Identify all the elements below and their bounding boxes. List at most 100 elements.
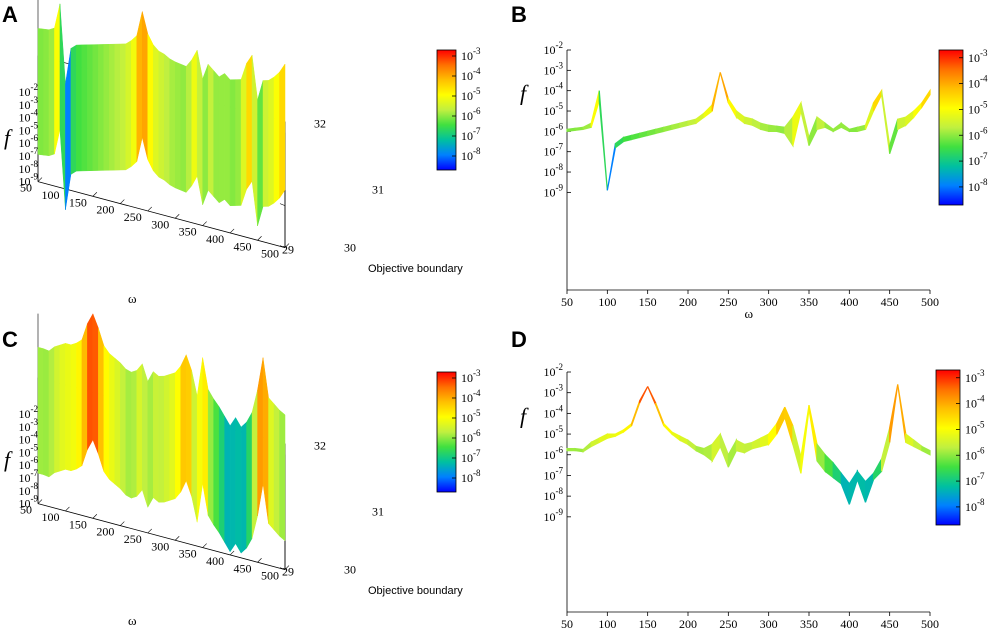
series-segment [582,122,592,131]
surface-patch [109,43,116,171]
series-segment [840,122,850,133]
series-segment [663,422,673,436]
surface-patch [268,396,275,531]
x-tick-label: 150 [639,617,657,630]
x-tick-label: 500 [921,295,939,309]
series-segment [792,100,802,146]
panel-0-colorbar-label: 10-4 [461,66,481,83]
surface-patch [54,3,61,155]
panel-3-colorbar-label: 10-4 [965,394,985,411]
surface-patch [43,28,50,157]
surface-patch [153,44,160,178]
series-segment [792,425,802,474]
series-segment [889,118,899,154]
series-segment [800,405,810,474]
series-segment [800,102,810,146]
x-tick-label: 50 [561,617,573,630]
series-segment [816,115,826,131]
surface-patch [207,63,214,198]
series-segment [606,143,617,191]
y-tick-label: 10-4 [544,81,564,98]
x-tick-label: 500 [261,569,279,583]
surface-patch [70,342,77,472]
z-tick-label: 10-4 [19,108,39,125]
y-tick-label: 10-7 [544,465,564,482]
y-tick-label: 32 [314,439,326,453]
surface-patch [246,54,253,191]
series-segment [880,427,891,472]
axes-2d: 50 100 150 200 250 300 350 400 450 500 10-2 10-3 10-… [520,362,939,630]
panel-2-colorbar-label: 10-5 [461,408,481,425]
series-segment [759,433,770,448]
series-segment [655,126,665,135]
surface-patch [158,375,165,503]
panel-3-colorbar-label: 10-7 [965,471,985,488]
series-segment [663,124,673,133]
series-segment [743,116,754,127]
panel-1-colorbar-label: 10-4 [968,74,988,91]
x-tick-mark [175,536,180,541]
x-tick-label: 50 [561,295,573,309]
surface-patch [59,342,66,472]
x-tick-label: 50 [20,503,32,517]
series-segment [687,118,697,127]
surface-patch [98,328,105,472]
y-axis-title: f [520,81,529,106]
series-segment [864,471,875,503]
surface-patch [202,64,209,205]
series-segment [647,386,657,406]
x-tick-label: 50 [20,181,32,195]
series-segment [848,469,859,505]
panel-3-colorbar-label: 10-3 [965,368,985,385]
surface-patch [147,370,154,509]
surface-patch [87,44,94,172]
series-segment [759,122,770,133]
x-tick-mark [229,550,235,556]
x-tick-label: 400 [840,295,858,309]
surface-patch [279,409,286,542]
x-tick-label: 350 [800,295,818,309]
y-tick-label: 10-6 [544,445,564,462]
panel-3-colorbar-label: 10-6 [965,445,985,462]
y-tick-label: 10-3 [544,383,564,400]
panel-2-colorbar-label: 10-6 [461,428,481,445]
x-axis-title: ω [745,628,754,630]
series-segment [848,126,859,132]
surface-patch [120,362,127,496]
series-segment [768,421,778,447]
series-segment [606,433,617,439]
series-segment [824,453,834,479]
x-tick-label: 200 [679,617,697,630]
surface-patch [163,374,170,503]
x-tick-label: 450 [881,617,899,630]
panel-c-label: C [2,327,18,352]
x-tick-mark [147,528,152,534]
surface-patch [169,372,176,501]
y-tick-label: 10-2 [544,362,564,379]
panel-1-colorbar [938,49,964,206]
surface-patch [268,76,275,207]
panel-1-colorbar-label: 10-3 [968,48,988,65]
series-segment [695,111,705,125]
x-tick-label: 250 [719,617,737,630]
surface-patch [76,44,83,172]
x-tick-label: 100 [598,617,616,630]
series-segment [768,124,778,132]
series-segment [679,120,689,129]
series-segment [695,445,705,456]
z-tick-label: 10-4 [19,430,39,447]
surface-patch [273,403,280,537]
surface-patch [147,33,154,171]
y-tick-label: 10-5 [544,424,564,441]
x-tick-mark [257,236,262,241]
series-segment [711,72,721,112]
y-tick-label: 10-2 [544,40,564,57]
panel-c: C 50 100 150 200 250 300 350 400 450 500 29 30 31 32 1… [2,312,481,628]
surface-patch [163,53,170,186]
surface-patch [65,48,72,210]
surface-patch [229,416,236,553]
axes-3d: 50 100 150 200 250 300 350 400 450 500 29 30 31 32 10-… [4,0,463,306]
x-tick-mark [37,177,43,182]
x-tick-label: 300 [760,617,778,630]
x-tick-mark [284,243,290,248]
